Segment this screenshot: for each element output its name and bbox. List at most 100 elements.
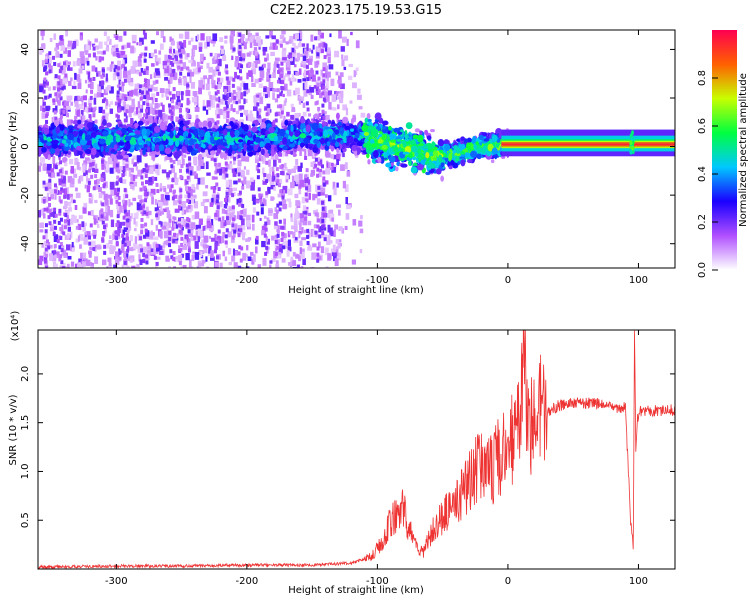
spectrogram-noise-cell xyxy=(300,251,305,260)
spectrogram-noise-cell xyxy=(134,88,138,96)
spectrogram-noise-cell xyxy=(325,152,331,158)
spectrogram-streak-cell xyxy=(63,225,67,230)
spectrogram-noise-cell xyxy=(69,158,74,165)
spectrogram-streak-cell xyxy=(52,86,56,91)
spectrogram-noise-cell xyxy=(239,105,245,110)
spectrogram-streak-cell xyxy=(180,242,184,247)
spectrogram-streak-cell xyxy=(240,64,244,69)
spectrogram-noise-cell xyxy=(280,90,283,94)
spectrogram-streak-cell xyxy=(139,199,143,204)
spectrogram-noise-cell xyxy=(158,164,161,169)
spectrogram-streak-cell xyxy=(59,254,63,259)
spectrogram-noise-cell xyxy=(88,267,93,268)
spectrogram-streak-cell xyxy=(276,63,280,68)
spectrogram-streak-cell xyxy=(317,191,321,196)
spectrogram-streak-cell xyxy=(123,66,127,71)
spectrogram-noise-cell xyxy=(276,79,280,84)
spectrogram-streak-cell xyxy=(93,180,97,185)
spectrogram-noise-cell xyxy=(186,242,191,247)
spectrogram-noise-cell xyxy=(242,53,246,59)
spectrogram-noise-cell xyxy=(228,85,231,93)
spectrogram-noise-cell xyxy=(72,40,77,49)
spectrogram-noise-cell xyxy=(327,195,332,202)
spectrogram-noise-cell xyxy=(78,166,82,171)
spectrogram-noise-cell xyxy=(270,184,276,190)
spectrogram-noise-cell xyxy=(210,123,215,131)
spectrogram-noise-cell xyxy=(278,77,281,82)
spectrogram-noise-cell xyxy=(271,35,276,40)
spectrogram-noise-cell xyxy=(249,42,253,48)
spectrogram-streak-cell xyxy=(167,115,171,120)
spectrogram-noise-cell xyxy=(208,74,213,79)
spectrogram-noise-cell xyxy=(229,154,235,159)
spectrogram-noise-cell xyxy=(154,102,159,109)
spectrogram-noise-cell xyxy=(225,213,230,218)
spectrogram-noise-cell xyxy=(150,248,154,253)
spectrogram-noise-cell xyxy=(255,32,259,36)
spectrogram-streak-cell xyxy=(45,253,49,258)
spectrogram-noise-cell xyxy=(231,228,235,232)
spectrogram-noise-cell xyxy=(77,82,82,90)
spectrogram-noise-cell xyxy=(117,225,121,234)
spectrogram-noise-cell xyxy=(86,106,90,114)
spectrogram-streak-cell xyxy=(44,59,48,64)
spectrogram-noise-cell xyxy=(280,152,286,157)
spectrogram-noise-cell xyxy=(300,266,304,268)
spectrogram-noise-cell xyxy=(189,166,194,171)
spectrogram-noise-cell xyxy=(255,165,260,171)
spectrogram-streak-cell xyxy=(44,65,48,70)
spectrogram-noise-cell xyxy=(156,116,159,124)
spectrogram-streak-cell xyxy=(177,102,181,107)
spectrogram-noise-cell xyxy=(123,57,128,64)
spectrogram-noise-cell xyxy=(288,201,292,208)
spectrogram-noise-cell xyxy=(175,116,180,123)
spectrogram-streak-cell xyxy=(58,93,62,98)
spectrogram-noise-cell xyxy=(221,216,225,223)
spectrogram-noise-cell xyxy=(207,77,210,84)
spectrogram-noise-cell xyxy=(120,86,124,92)
spectrogram-noise-cell xyxy=(355,40,360,49)
spectrogram-noise-cell xyxy=(274,98,279,103)
spectrogram-noise-cell xyxy=(187,246,191,251)
spectrogram-noise-cell xyxy=(307,179,311,187)
spectrogram-noise-cell xyxy=(204,147,209,154)
spectrogram-noise-cell xyxy=(281,30,286,35)
spectrogram-noise-cell xyxy=(83,102,87,110)
spectrogram-noise-cell xyxy=(148,244,152,250)
spectrogram-noise-cell xyxy=(328,162,331,168)
spectrogram-streak-cell xyxy=(169,158,173,163)
spectrogram-noise-cell xyxy=(206,218,211,222)
spectrogram-noise-cell xyxy=(216,84,222,89)
spectrogram-noise-cell xyxy=(135,166,139,171)
spectrogram-noise-cell xyxy=(322,85,326,94)
spectrogram-noise-cell xyxy=(162,60,168,66)
spectrogram-noise-cell xyxy=(136,42,139,46)
spectrogram-noise-cell xyxy=(85,157,90,161)
spectrogram-streak-cell xyxy=(257,187,261,192)
spectrogram-noise-cell xyxy=(291,52,296,60)
spectrogram-signal-cell xyxy=(490,159,495,164)
spectrogram-noise-cell xyxy=(232,160,236,165)
spectrogram-noise-cell xyxy=(98,267,101,268)
spectrogram-noise-cell xyxy=(297,165,302,172)
spectrogram-noise-cell xyxy=(49,227,55,232)
spectrogram-noise-cell xyxy=(299,149,302,156)
spectrogram-streak-cell xyxy=(278,201,282,206)
spectrogram-noise-cell xyxy=(189,122,193,127)
spectrogram-streak-cell xyxy=(156,31,160,36)
spectrogram-streak-cell xyxy=(304,192,308,197)
spectrogram-noise-cell xyxy=(211,80,216,88)
spectrogram-noise-cell xyxy=(81,221,85,228)
spectrogram-noise-cell xyxy=(133,243,138,249)
spectrogram-noise-cell xyxy=(210,98,213,106)
spectrogram-noise-cell xyxy=(176,41,181,49)
spectrogram-streak-cell xyxy=(59,235,63,240)
spectrogram-noise-cell xyxy=(316,255,322,261)
spectrogram-noise-cell xyxy=(214,233,217,241)
spectrogram-noise-cell xyxy=(312,44,315,50)
spectrogram-noise-cell xyxy=(89,233,95,237)
spectrogram-streak-cell xyxy=(264,57,268,62)
spectrogram-streak-cell xyxy=(53,250,57,255)
spectrogram-noise-cell xyxy=(298,42,302,48)
spectrogram-noise-cell xyxy=(110,219,115,228)
